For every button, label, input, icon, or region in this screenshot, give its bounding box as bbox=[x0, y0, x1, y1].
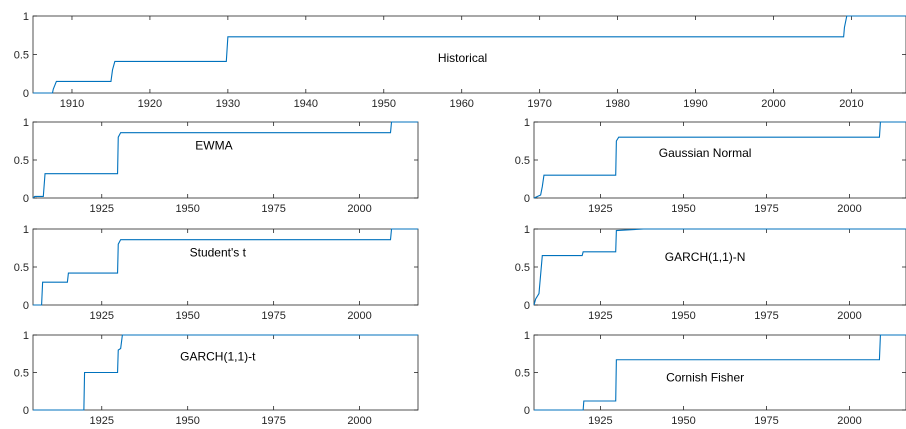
series-line-historical bbox=[33, 15, 906, 94]
chart-panel-garch-11-n: 0 0.5 1 1925 1950 1975 2000 GARCH(1,1)-N bbox=[515, 224, 906, 322]
y-tick-label: 1 bbox=[23, 330, 29, 342]
y-tick-label: 0 bbox=[23, 88, 29, 100]
x-tick-label: 1925 bbox=[90, 203, 114, 215]
x-tick-label: 1975 bbox=[754, 415, 778, 427]
y-tick-label: 0 bbox=[524, 405, 530, 417]
x-tick-label: 1925 bbox=[588, 310, 612, 322]
x-tick-label: 1975 bbox=[261, 415, 285, 427]
panel-annotation: GARCH(1,1)-N bbox=[665, 250, 746, 264]
x-tick-label: 1950 bbox=[671, 415, 695, 427]
series-line-cornish-fisher bbox=[534, 334, 906, 411]
x-tick-label: 1930 bbox=[216, 98, 240, 110]
x-tick-label: 2000 bbox=[837, 415, 861, 427]
x-tick-label: 2000 bbox=[347, 310, 371, 322]
x-tick-label: 1950 bbox=[671, 203, 695, 215]
x-tick-label: 1920 bbox=[138, 98, 162, 110]
y-tick-label: 0.5 bbox=[14, 368, 29, 380]
y-tick-label: 0 bbox=[23, 405, 29, 417]
chart-panel-historical: 0 0.5 1 1910 1920 1930 1940 1950 1960 1970 1980 199… bbox=[14, 11, 906, 110]
x-tick-label: 2000 bbox=[347, 415, 371, 427]
x-tick-label: 2000 bbox=[347, 203, 371, 215]
x-tick-label: 2010 bbox=[839, 98, 863, 110]
y-tick-label: 0.5 bbox=[14, 262, 29, 274]
chart-panel-garch-11-t: 0 0.5 1 1925 1950 1975 2000 GARCH(1,1)-t bbox=[14, 330, 419, 427]
panel-annotation: EWMA bbox=[195, 138, 232, 152]
axes-frame bbox=[32, 228, 419, 306]
panel-annotation: GARCH(1,1)-t bbox=[180, 350, 256, 364]
x-tick-label: 1950 bbox=[175, 203, 199, 215]
y-tick-label: 0 bbox=[524, 193, 530, 205]
x-tick-label: 1960 bbox=[449, 98, 473, 110]
panel-annotation: Cornish Fisher bbox=[666, 371, 744, 385]
x-tick-label: 1970 bbox=[527, 98, 551, 110]
x-tick-label: 1950 bbox=[372, 98, 396, 110]
x-tick-label: 1950 bbox=[671, 310, 695, 322]
x-tick-label: 2000 bbox=[837, 310, 861, 322]
y-tick-label: 0.5 bbox=[515, 262, 530, 274]
x-tick-label: 1975 bbox=[754, 203, 778, 215]
y-tick-label: 1 bbox=[524, 224, 530, 236]
series-line-garch-11-n bbox=[533, 228, 906, 306]
chart-panel-gaussian-normal: 0 0.5 1 1925 1950 1975 2000 Gaussian Normal bbox=[515, 117, 906, 215]
x-tick-label: 1910 bbox=[60, 98, 84, 110]
axes-frame bbox=[533, 121, 906, 199]
y-tick-label: 1 bbox=[524, 330, 530, 342]
y-tick-label: 0.5 bbox=[515, 368, 530, 380]
x-tick-label: 2000 bbox=[837, 203, 861, 215]
x-tick-label: 1950 bbox=[175, 310, 199, 322]
x-tick-label: 2000 bbox=[761, 98, 785, 110]
x-tick-label: 1975 bbox=[261, 203, 285, 215]
y-tick-label: 0 bbox=[23, 300, 29, 312]
y-tick-label: 0 bbox=[524, 300, 530, 312]
x-tick-label: 1940 bbox=[294, 98, 318, 110]
y-tick-label: 1 bbox=[23, 11, 29, 23]
series-line-ewma bbox=[32, 121, 418, 199]
chart-panel-students-t: 0 0.5 1 1925 1950 1975 2000 Student's t bbox=[14, 224, 419, 322]
axes-frame bbox=[533, 228, 906, 306]
series-line-gaussian-normal bbox=[533, 121, 906, 199]
y-tick-label: 0 bbox=[23, 193, 29, 205]
chart-panel-ewma: 0 0.5 1 1925 1950 1975 2000 EWMA bbox=[14, 117, 419, 215]
x-tick-label: 1925 bbox=[90, 310, 114, 322]
panel-annotation: Student's t bbox=[190, 245, 247, 259]
y-tick-label: 1 bbox=[23, 224, 29, 236]
y-tick-label: 1 bbox=[23, 117, 29, 129]
x-tick-label: 1990 bbox=[683, 98, 707, 110]
x-tick-label: 1925 bbox=[588, 415, 612, 427]
chart-panel-cornish-fisher: 0 0.5 1 1925 1950 1975 2000 Cornish Fisher bbox=[515, 330, 906, 427]
series-line-garch-11-t bbox=[33, 334, 418, 411]
y-tick-label: 0.5 bbox=[14, 155, 29, 167]
y-tick-label: 0.5 bbox=[14, 50, 29, 62]
y-tick-label: 1 bbox=[524, 117, 530, 129]
y-tick-label: 0.5 bbox=[515, 155, 530, 167]
x-tick-label: 1925 bbox=[588, 203, 612, 215]
axes-frame bbox=[32, 121, 419, 199]
series-line-students-t bbox=[33, 228, 418, 306]
x-tick-label: 1925 bbox=[90, 415, 114, 427]
panel-annotation: Gaussian Normal bbox=[659, 146, 752, 160]
x-tick-label: 1980 bbox=[605, 98, 629, 110]
x-tick-label: 1950 bbox=[175, 415, 199, 427]
panel-annotation: Historical bbox=[438, 51, 487, 65]
x-tick-label: 1975 bbox=[261, 310, 285, 322]
x-tick-label: 1975 bbox=[754, 310, 778, 322]
